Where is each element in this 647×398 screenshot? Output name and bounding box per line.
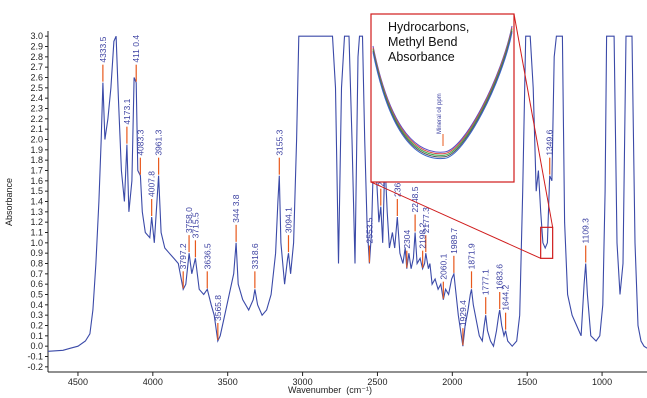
y-tick-label: 2.3 xyxy=(30,104,43,114)
y-tick-label: 0.2 xyxy=(30,321,43,331)
peak-label: 1683.6 xyxy=(495,264,505,290)
y-tick-label: 2.8 xyxy=(30,52,43,62)
peak-label: 3318.6 xyxy=(250,243,260,269)
x-tick-label: 3500 xyxy=(218,377,238,387)
y-tick-label: 0.6 xyxy=(30,279,43,289)
peak-label: 2553.5 xyxy=(364,217,374,243)
peak-label: 2198.2 xyxy=(418,222,428,248)
y-tick-label: 1.8 xyxy=(30,155,43,165)
peak-label: 411 0.4 xyxy=(131,35,141,63)
inset-curve xyxy=(372,30,513,158)
zoom-connector xyxy=(370,181,541,259)
y-tick-label: 0.7 xyxy=(30,269,43,279)
y-tick-label: -0.1 xyxy=(27,352,43,362)
y-tick-label: 1.7 xyxy=(30,166,43,176)
y-tick-label: 1.2 xyxy=(30,217,43,227)
axes: -0.2-0.10.00.10.20.30.40.50.60.70.80.91.… xyxy=(27,31,647,387)
y-tick-label: 2.9 xyxy=(30,42,43,52)
y-tick-label: 2.6 xyxy=(30,73,43,83)
peak-label: 4173.1 xyxy=(122,98,132,124)
peak-label: 3155.3 xyxy=(274,129,284,155)
inset-title-line: Absorbance xyxy=(388,50,455,64)
y-tick-label: 2.1 xyxy=(30,124,43,134)
inset-curve xyxy=(372,25,513,153)
y-tick-label: 0.5 xyxy=(30,290,43,300)
x-tick-label: 4000 xyxy=(143,377,163,387)
x-tick-label: 2000 xyxy=(442,377,462,387)
peak-markers: 4333.5 4173.1 411 0.4 4083.3 4007.8 3961.3 379… xyxy=(98,35,591,346)
x-tick-label: 4500 xyxy=(68,377,88,387)
highlight-box xyxy=(540,226,554,259)
x-axis-label: Wavenumber (cm⁻¹) xyxy=(288,385,372,395)
peak-label: 1777.1 xyxy=(481,269,491,295)
peak-label: 2304 xyxy=(402,229,412,248)
peak-label: 1989.7 xyxy=(449,228,459,254)
y-tick-label: 0.4 xyxy=(30,300,43,310)
peak-label: 1929.4 xyxy=(458,300,468,326)
peak-label: 1871.9 xyxy=(467,243,477,269)
y-tick-label: 1.6 xyxy=(30,176,43,186)
inset-note: Mineral oil ppm xyxy=(437,93,443,134)
peak-label: 344 3.8 xyxy=(231,194,241,223)
peak-label: 3715.5 xyxy=(190,212,200,238)
y-tick-label: 1.1 xyxy=(30,228,43,238)
spectrum-layer xyxy=(48,35,647,352)
y-tick-label: 1.5 xyxy=(30,186,43,196)
y-tick-label: -0.2 xyxy=(27,362,43,372)
inset-title-line: Methyl Bend xyxy=(388,35,458,49)
peak-label: 2177.3 xyxy=(421,207,431,233)
peak-label: 1349.6 xyxy=(545,129,555,155)
y-tick-label: 0.0 xyxy=(30,341,43,351)
peak-label: 1644.2 xyxy=(501,284,511,310)
inset-title-line: Hydrocarbons, xyxy=(388,20,469,34)
peak-label: 2367.2 xyxy=(392,171,402,197)
x-tick-label: 2500 xyxy=(367,377,387,387)
peak-label: 4007.8 xyxy=(147,171,157,197)
y-tick-label: 0.9 xyxy=(30,248,43,258)
y-tick-label: 3.0 xyxy=(30,31,43,41)
peak-label: 3094.1 xyxy=(283,207,293,233)
y-tick-label: 1.3 xyxy=(30,207,43,217)
peak-label: 2060.1 xyxy=(438,253,448,279)
y-tick-label: 0.3 xyxy=(30,310,43,320)
peak-label: 3636.5 xyxy=(202,243,212,269)
y-tick-label: 0.8 xyxy=(30,259,43,269)
y-tick-label: 2.7 xyxy=(30,62,43,72)
x-axis-label-text: Wavenumber xyxy=(288,385,341,395)
peak-label: 1109.3 xyxy=(581,218,591,244)
inset-curve xyxy=(372,29,513,156)
inset-zoom: Mineral oil ppm Hydrocarbons,Methyl BendA… xyxy=(370,13,554,259)
x-tick-label: 1000 xyxy=(592,377,612,387)
x-axis-unit: (cm⁻¹) xyxy=(346,385,372,395)
peak-label: 3797.2 xyxy=(178,243,188,269)
y-tick-label: 2.5 xyxy=(30,83,43,93)
plot-area xyxy=(48,31,647,372)
y-tick-label: 2.0 xyxy=(30,135,43,145)
peak-label: 4083.3 xyxy=(135,129,145,155)
x-tick-label: 1500 xyxy=(517,377,537,387)
y-tick-label: 0.1 xyxy=(30,331,43,341)
y-tick-label: 2.2 xyxy=(30,114,43,124)
y-axis-label: Absorbance xyxy=(4,178,14,226)
inset-curve xyxy=(372,27,513,155)
peak-label: 4333.5 xyxy=(98,36,108,62)
y-tick-label: 1.0 xyxy=(30,238,43,248)
y-tick-label: 1.9 xyxy=(30,145,43,155)
y-tick-label: 1.4 xyxy=(30,197,43,207)
peak-label: 3565.8 xyxy=(213,295,223,321)
peak-label: 3961.3 xyxy=(154,129,164,155)
peak-label: 2248.5 xyxy=(410,186,420,212)
inset-curve xyxy=(372,32,513,160)
peak-label: 3758.0 xyxy=(184,207,194,233)
zoom-connector xyxy=(513,13,554,228)
x-tick-label: 3000 xyxy=(293,377,313,387)
spectrum-line xyxy=(48,35,647,352)
y-tick-label: 2.4 xyxy=(30,93,43,103)
